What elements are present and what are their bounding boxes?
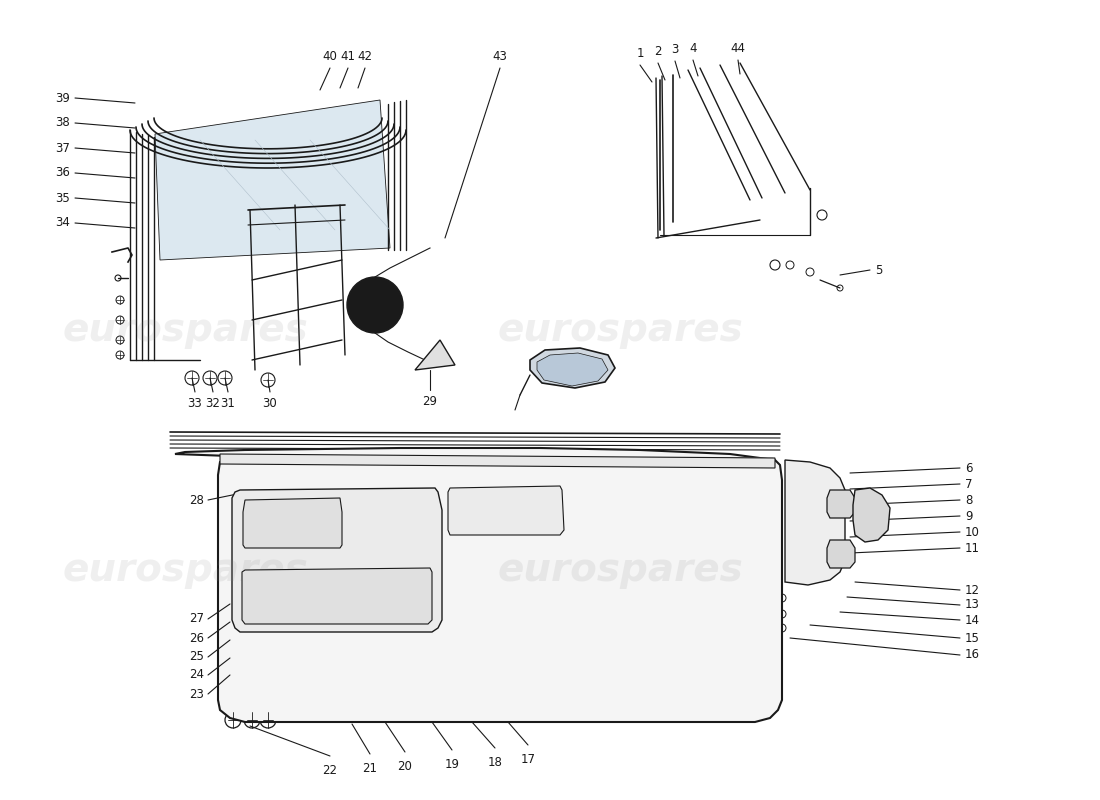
Polygon shape <box>852 488 890 542</box>
Text: 33: 33 <box>188 397 202 410</box>
Text: 32: 32 <box>206 397 220 410</box>
Text: 24: 24 <box>189 669 204 682</box>
Polygon shape <box>242 568 432 624</box>
Text: 16: 16 <box>965 649 980 662</box>
Polygon shape <box>537 353 608 386</box>
Text: 19: 19 <box>444 758 460 771</box>
Text: 8: 8 <box>965 494 972 506</box>
Text: 13: 13 <box>965 598 980 611</box>
Polygon shape <box>415 340 455 370</box>
Polygon shape <box>530 348 615 388</box>
Text: 41: 41 <box>341 50 355 63</box>
Text: 2: 2 <box>654 45 662 58</box>
Text: 38: 38 <box>55 117 70 130</box>
Text: 10: 10 <box>965 526 980 538</box>
Text: 39: 39 <box>55 91 70 105</box>
Text: 22: 22 <box>322 764 338 777</box>
Circle shape <box>346 277 403 333</box>
Text: 43: 43 <box>493 50 507 63</box>
Polygon shape <box>175 448 782 722</box>
Text: 37: 37 <box>55 142 70 154</box>
Text: eurospares: eurospares <box>62 311 308 349</box>
Text: 36: 36 <box>55 166 70 179</box>
Text: 20: 20 <box>397 760 412 773</box>
Text: 44: 44 <box>730 42 746 55</box>
Text: 11: 11 <box>965 542 980 554</box>
Text: 3: 3 <box>671 43 679 56</box>
Text: 25: 25 <box>189 650 204 663</box>
Polygon shape <box>785 460 845 585</box>
Text: 21: 21 <box>363 762 377 775</box>
Text: 6: 6 <box>965 462 972 474</box>
Text: 14: 14 <box>965 614 980 626</box>
Text: 9: 9 <box>965 510 972 522</box>
Polygon shape <box>827 540 855 568</box>
Text: 31: 31 <box>221 397 235 410</box>
Text: 29: 29 <box>422 395 438 408</box>
Circle shape <box>835 499 845 509</box>
Polygon shape <box>827 490 855 518</box>
Text: 28: 28 <box>189 494 204 506</box>
Text: 12: 12 <box>965 583 980 597</box>
Text: 34: 34 <box>55 217 70 230</box>
Text: 1: 1 <box>636 47 644 60</box>
Text: 15: 15 <box>965 631 980 645</box>
Circle shape <box>868 511 876 519</box>
Text: eurospares: eurospares <box>497 311 742 349</box>
Polygon shape <box>232 488 442 632</box>
Polygon shape <box>448 486 564 535</box>
Circle shape <box>590 530 690 630</box>
Text: 35: 35 <box>55 191 70 205</box>
Text: 4: 4 <box>690 42 696 55</box>
Text: 5: 5 <box>874 263 882 277</box>
Text: 17: 17 <box>520 753 536 766</box>
Text: 26: 26 <box>189 631 204 645</box>
Polygon shape <box>155 100 390 260</box>
Text: 18: 18 <box>487 756 503 769</box>
Text: 7: 7 <box>965 478 972 490</box>
Circle shape <box>835 549 845 559</box>
Text: 40: 40 <box>322 50 338 63</box>
Text: eurospares: eurospares <box>62 551 308 589</box>
Polygon shape <box>220 454 775 468</box>
Text: 27: 27 <box>189 613 204 626</box>
Text: 42: 42 <box>358 50 373 63</box>
Text: eurospares: eurospares <box>497 551 742 589</box>
Polygon shape <box>243 498 342 548</box>
Circle shape <box>286 520 294 528</box>
Text: 30: 30 <box>263 397 277 410</box>
Text: 23: 23 <box>189 687 204 701</box>
